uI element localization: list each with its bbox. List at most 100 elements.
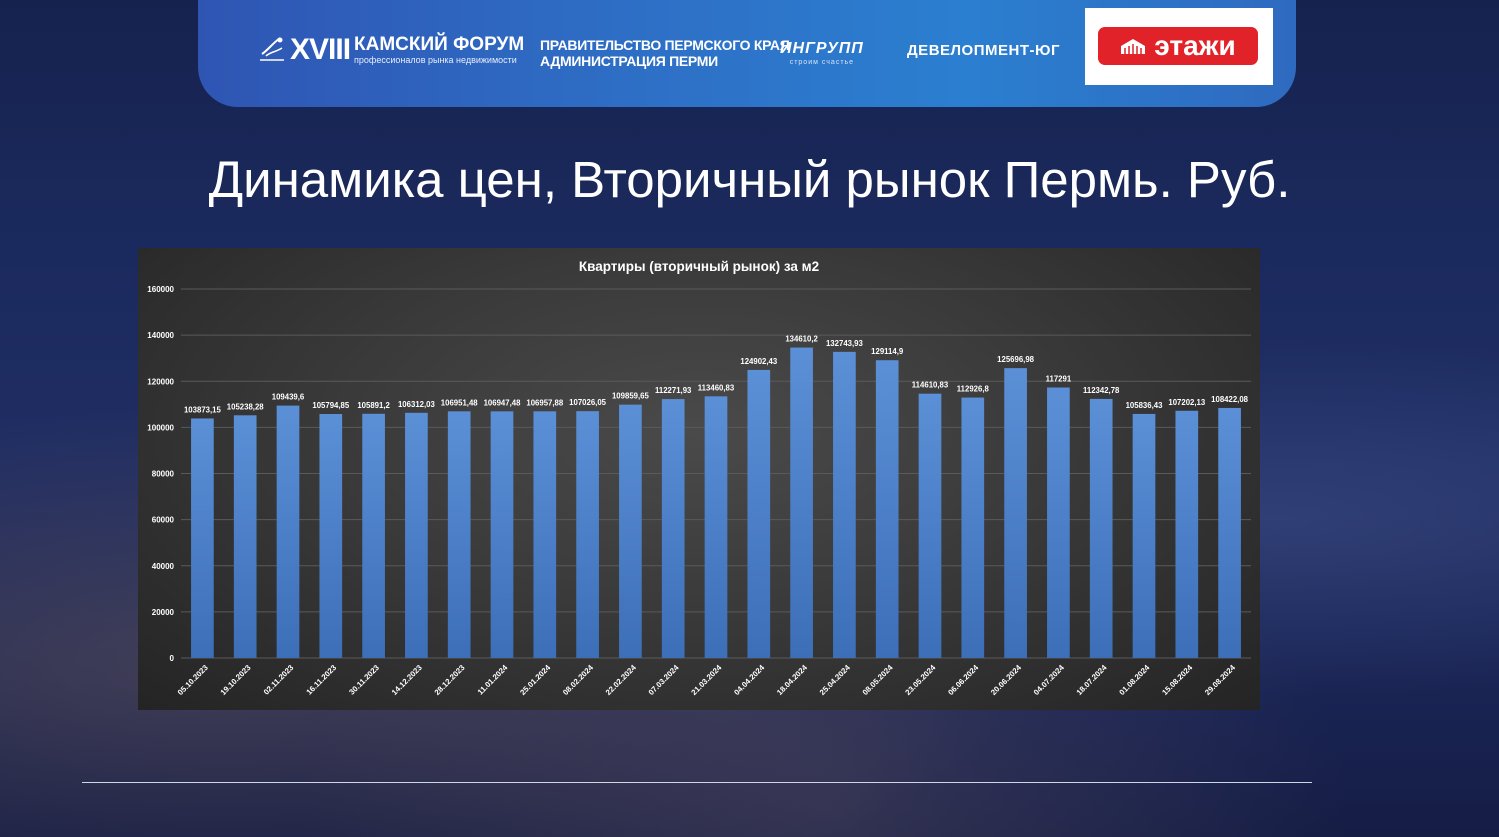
bar — [619, 404, 642, 658]
bar — [319, 414, 343, 658]
forum-subtitle: профессионалов рынка недвижимости — [354, 54, 517, 65]
bar — [1047, 387, 1070, 658]
x-tick-label: 06.06.2024 — [946, 663, 980, 697]
bar — [576, 411, 599, 658]
data-label: 108422,08 — [1211, 395, 1249, 404]
data-label: 113460,83 — [698, 383, 735, 392]
x-tick-label: 01.08.2024 — [1117, 663, 1151, 697]
data-label: 103873,15 — [184, 405, 222, 414]
data-label: 106951,48 — [441, 398, 479, 407]
ingrupp-name: ИНГРУПП — [780, 40, 864, 57]
y-tick-label: 160000 — [147, 285, 174, 294]
etazhi-badge: этажи — [1098, 27, 1258, 65]
x-tick-label: 18.04.2024 — [775, 663, 809, 697]
y-tick-label: 60000 — [152, 516, 175, 525]
data-label: 106957,88 — [526, 398, 564, 407]
bar — [447, 411, 471, 658]
bar — [1132, 413, 1156, 658]
x-tick-label: 28.12.2023 — [433, 663, 467, 697]
y-tick-label: 40000 — [152, 562, 175, 571]
gov-line-1: ПРАВИТЕЛЬСТВО ПЕРМСКОГО КРАЯ — [540, 37, 790, 53]
data-label: 107026,05 — [569, 398, 607, 407]
bar — [1218, 407, 1241, 658]
x-tick-label: 14.12.2023 — [390, 663, 424, 697]
ingrupp-logo: ИНГРУПП строим счастье — [780, 40, 864, 67]
bar — [875, 360, 899, 658]
footer-divider — [82, 782, 1312, 783]
bar — [191, 418, 214, 658]
x-tick-label: 22.02.2024 — [604, 663, 638, 697]
x-tick-label: 04.07.2024 — [1032, 663, 1066, 697]
data-label: 134610,2 — [785, 335, 818, 344]
developer-logo: ДЕВЕЛОПМЕНТ-ЮГ — [907, 42, 1060, 59]
gov-line-2: АДМИНИСТРАЦИЯ ПЕРМИ — [540, 53, 718, 69]
ingrupp-slogan: строим счастье — [789, 59, 855, 66]
x-tick-label: 18.07.2024 — [1075, 663, 1109, 697]
x-tick-label: 19.10.2023 — [219, 663, 253, 697]
data-label: 106947,48 — [484, 398, 522, 407]
bar — [961, 397, 985, 658]
data-label: 112926,8 — [957, 385, 990, 394]
x-tick-label: 15.08.2024 — [1160, 663, 1194, 697]
bar — [233, 415, 257, 658]
bar — [405, 412, 428, 658]
y-tick-label: 80000 — [152, 470, 175, 479]
bar — [1175, 410, 1199, 658]
x-tick-label: 08.05.2024 — [861, 663, 895, 697]
y-tick-label: 120000 — [147, 377, 174, 386]
x-tick-label: 07.03.2024 — [647, 663, 681, 697]
x-tick-label: 23.05.2024 — [903, 663, 937, 697]
data-label: 125696,98 — [997, 355, 1035, 364]
etazhi-logo: этажи — [1085, 8, 1273, 85]
price-chart: Квартиры (вторичный рынок) за м2 0 20000 4… — [138, 248, 1260, 710]
chart-title: Квартиры (вторичный рынок) за м2 — [578, 259, 820, 274]
data-label: 117291 — [1046, 374, 1072, 383]
data-label: 112271,93 — [655, 386, 692, 395]
data-label: 112342,78 — [1083, 386, 1120, 395]
bar — [790, 347, 813, 658]
bar — [362, 413, 385, 658]
x-tick-label: 30.11.2023 — [347, 663, 381, 697]
data-label: 114610,83 — [912, 381, 949, 390]
kamsky-forum-logo: XVIII КАМСКИЙ ФОРУМ профессионалов рынка… — [258, 34, 524, 66]
data-label: 105794,85 — [312, 401, 350, 410]
data-label: 105836,43 — [1126, 401, 1164, 410]
data-label: 124902,43 — [740, 357, 778, 366]
government-logo: ПРАВИТЕЛЬСТВО ПЕРМСКОГО КРАЯ АДМИНИСТРАЦ… — [540, 37, 790, 69]
bar — [276, 405, 300, 658]
x-tick-label: 02.11.2023 — [262, 663, 296, 697]
bar — [747, 369, 771, 658]
data-label: 105891,2 — [357, 401, 390, 410]
bar — [533, 411, 557, 658]
x-tick-label: 21.03.2024 — [689, 663, 723, 697]
data-label: 132743,93 — [826, 339, 864, 348]
slide-title: Динамика цен, Вторичный рынок Пермь. Руб… — [208, 151, 1291, 208]
y-tick-label: 20000 — [152, 608, 175, 617]
data-label: 109859,65 — [612, 392, 650, 401]
y-tick-label: 140000 — [147, 331, 174, 340]
data-label: 105238,28 — [227, 402, 265, 411]
x-tick-label: 29.08.2024 — [1203, 663, 1237, 697]
house-icon — [1121, 39, 1146, 54]
bar — [918, 393, 942, 658]
data-label: 106312,03 — [398, 400, 436, 409]
forum-numeral: XVIII — [290, 33, 351, 66]
x-tick-label: 16.11.2023 — [305, 663, 339, 697]
data-label: 107202,13 — [1168, 398, 1206, 407]
y-tick-label: 100000 — [147, 423, 174, 432]
x-tick-label: 05.10.2023 — [176, 663, 210, 697]
data-label: 129114,9 — [871, 347, 904, 356]
bar — [1004, 368, 1027, 658]
x-tick-label: 04.04.2024 — [732, 663, 766, 697]
x-tick-label: 20.06.2024 — [989, 663, 1023, 697]
data-label: 109439,6 — [272, 393, 305, 402]
x-tick-label: 11.01.2024 — [476, 663, 510, 697]
bar — [490, 411, 514, 658]
bar — [661, 399, 685, 658]
x-tick-label: 08.02.2024 — [561, 663, 595, 697]
y-tick-label: 0 — [170, 654, 175, 663]
x-tick-label: 25.01.2024 — [518, 663, 552, 697]
etazhi-name: этажи — [1154, 30, 1236, 61]
bar — [833, 351, 856, 658]
x-tick-label: 25.04.2024 — [818, 663, 852, 697]
